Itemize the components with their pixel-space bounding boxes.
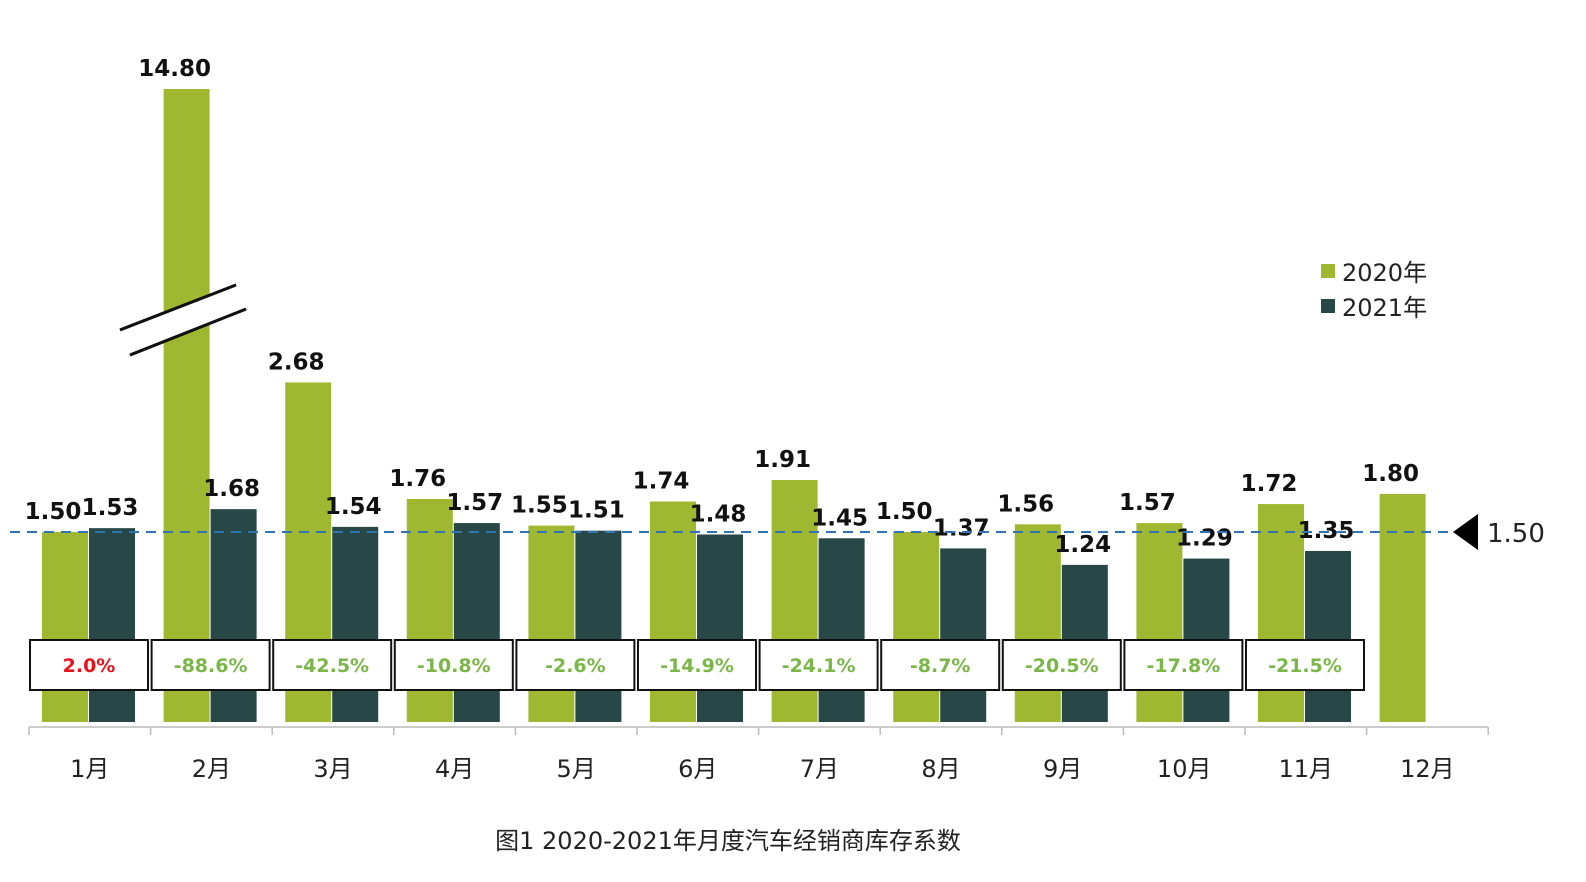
yoy-change-label: -10.8% bbox=[417, 655, 491, 677]
yoy-box bbox=[29, 639, 149, 691]
x-tick-label: 10月 bbox=[1157, 755, 1212, 783]
x-tick-label: 12月 bbox=[1400, 755, 1455, 783]
bars-group bbox=[42, 89, 1426, 722]
yoy-box bbox=[515, 639, 636, 691]
bar-2020-2 bbox=[163, 89, 210, 722]
bar-2021-5 bbox=[575, 530, 622, 722]
yoy-change-label: -42.5% bbox=[295, 655, 369, 677]
axis-break-line bbox=[119, 283, 237, 332]
reference-marker-icon bbox=[1453, 513, 1478, 550]
x-tick-label: 2月 bbox=[192, 755, 231, 783]
value-label: 1.54 bbox=[325, 494, 382, 520]
x-tick-label: 6月 bbox=[678, 755, 717, 783]
value-label: 1.45 bbox=[811, 505, 868, 531]
bar-2020-5 bbox=[528, 525, 575, 722]
yoy-box bbox=[150, 639, 271, 691]
value-label: 1.68 bbox=[203, 476, 260, 502]
value-label: 1.57 bbox=[446, 490, 503, 516]
x-tick-label: 5月 bbox=[557, 755, 596, 783]
legend-swatch-2021 bbox=[1321, 299, 1335, 313]
yoy-box bbox=[393, 639, 514, 691]
bar-2020-12 bbox=[1379, 493, 1426, 722]
yoy-box bbox=[637, 639, 757, 691]
x-tick-label: 3月 bbox=[313, 755, 352, 783]
yoy-change-label: 2.0% bbox=[63, 655, 116, 677]
value-label: 1.51 bbox=[568, 498, 625, 524]
value-label: 1.29 bbox=[1176, 526, 1233, 552]
chart-caption: 图1 2020-2021年月度汽车经销商库存系数 bbox=[495, 827, 961, 855]
value-label: 1.56 bbox=[997, 491, 1054, 517]
yoy-change-label: -21.5% bbox=[1268, 655, 1342, 677]
yoy-boxes-group: 2.0% -88.6% -42.5% -10.8% -2.6% -14.9% -24.1% -… bbox=[29, 639, 1365, 691]
value-label: 1.50 bbox=[876, 499, 933, 525]
yoy-change-label: -20.5% bbox=[1025, 655, 1099, 677]
value-label: 14.80 bbox=[138, 56, 211, 82]
yoy-change-label: -8.7% bbox=[910, 655, 971, 677]
value-label: 1.72 bbox=[1241, 471, 1298, 497]
yoy-box bbox=[1245, 639, 1365, 691]
yoy-change-label: -24.1% bbox=[782, 655, 856, 677]
bar-2021-11 bbox=[1305, 550, 1351, 722]
yoy-box bbox=[880, 639, 1001, 691]
value-label: 1.53 bbox=[82, 495, 139, 521]
bar-2021-1 bbox=[89, 528, 135, 722]
bar-2020-8 bbox=[893, 531, 940, 722]
yoy-change-label: -14.9% bbox=[660, 655, 734, 677]
axis-break-line bbox=[129, 307, 247, 357]
axis-break-gap bbox=[118, 286, 246, 354]
value-label: 1.24 bbox=[1054, 532, 1111, 558]
value-label: 2.68 bbox=[268, 349, 325, 375]
legend-label-2021: 2021年 bbox=[1342, 294, 1427, 322]
yoy-box bbox=[1001, 639, 1122, 691]
yoy-box bbox=[1123, 639, 1244, 691]
yoy-box bbox=[758, 639, 879, 691]
x-axis: 1月 2月 3月 4月 5月 6月 7月 8月 9月 10月 11月 12月 bbox=[28, 726, 1489, 783]
value-label: 1.37 bbox=[933, 515, 990, 541]
yoy-change-label: -88.6% bbox=[174, 655, 248, 677]
value-label: 1.55 bbox=[511, 493, 568, 519]
reference-line-label: 1.50 bbox=[1487, 519, 1545, 549]
bar-2020-1 bbox=[42, 531, 88, 722]
value-label: 1.74 bbox=[633, 469, 690, 495]
bar-2021-6 bbox=[697, 534, 743, 722]
value-label: 1.48 bbox=[690, 501, 747, 527]
value-label: 1.50 bbox=[25, 499, 82, 525]
value-label: 1.80 bbox=[1362, 461, 1419, 487]
value-label: 1.91 bbox=[754, 447, 811, 473]
bar-2021-7 bbox=[818, 538, 865, 722]
x-tick-label: 7月 bbox=[800, 755, 839, 783]
x-tick-label: 1月 bbox=[70, 755, 109, 783]
bar-2020-10 bbox=[1136, 523, 1183, 722]
x-tick-label: 8月 bbox=[921, 755, 960, 783]
bar-2021-3 bbox=[332, 526, 379, 722]
bar-2021-8 bbox=[940, 548, 987, 722]
value-label: 1.57 bbox=[1119, 490, 1176, 516]
x-tick-label: 11月 bbox=[1279, 755, 1334, 783]
yoy-change-label: -17.8% bbox=[1146, 655, 1220, 677]
value-label: 1.76 bbox=[389, 466, 446, 492]
x-tick-label: 4月 bbox=[435, 755, 474, 783]
legend-label-2020: 2020年 bbox=[1342, 259, 1427, 287]
legend-swatch-2020 bbox=[1321, 264, 1335, 278]
yoy-change-label: -2.6% bbox=[545, 655, 606, 677]
yoy-box bbox=[272, 639, 393, 691]
reference-line-group: 1.50 bbox=[10, 513, 1545, 550]
bar-2021-4 bbox=[453, 523, 500, 722]
legend: 2020年 2021年 bbox=[1321, 259, 1427, 322]
x-tick-label: 9月 bbox=[1043, 755, 1082, 783]
